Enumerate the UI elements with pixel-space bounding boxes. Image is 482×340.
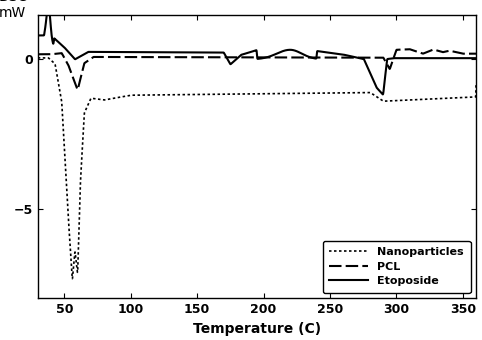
Etoposide (362, 59, 368, 64)
Nanoparticles (115, 96, 120, 100)
Nanoparticles (35, 56, 40, 60)
Etoposide (35, 33, 40, 37)
PCL (202, 55, 208, 59)
Etoposide (202, 50, 208, 54)
PCL (473, 52, 479, 56)
Line: Nanoparticles: Nanoparticles (38, 58, 476, 279)
Etoposide (473, 56, 479, 60)
Legend: Nanoparticles, PCL, Etoposide: Nanoparticles, PCL, Etoposide (323, 241, 470, 293)
Etoposide (395, 56, 401, 60)
Nanoparticles (69, 277, 75, 281)
Etoposide (298, 51, 304, 55)
Nanoparticles (298, 91, 304, 95)
Y-axis label: DSC
mW: DSC mW (0, 0, 27, 20)
PCL (115, 55, 120, 59)
Etoposide (380, 92, 386, 97)
PCL (75, 88, 80, 92)
Line: Etoposide: Etoposide (38, 4, 476, 95)
Nanoparticles (395, 99, 401, 103)
Etoposide (45, 2, 51, 6)
PCL (406, 47, 412, 51)
PCL (35, 52, 40, 56)
PCL (320, 55, 326, 59)
PCL (395, 48, 401, 52)
Nanoparticles (320, 91, 326, 95)
PCL (298, 55, 304, 59)
Line: PCL: PCL (38, 49, 476, 90)
Nanoparticles (202, 92, 208, 97)
Etoposide (320, 50, 326, 54)
Nanoparticles (362, 90, 368, 95)
PCL (362, 55, 368, 59)
X-axis label: Temperature (C): Temperature (C) (193, 322, 321, 336)
Etoposide (115, 50, 120, 54)
Nanoparticles (473, 81, 479, 85)
